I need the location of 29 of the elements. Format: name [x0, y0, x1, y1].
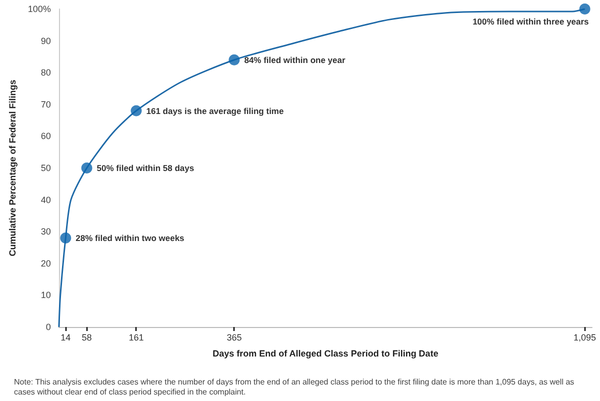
y-tick-label: 30	[40, 226, 51, 237]
point	[130, 105, 142, 116]
point	[60, 232, 72, 244]
annotation: 50% filed within 58 days	[96, 163, 194, 173]
annotation: 28% filed within two weeks	[76, 232, 185, 243]
annotation: 161 days is the average filing time	[146, 106, 284, 116]
point	[579, 4, 590, 14]
point	[81, 162, 92, 174]
y-tick-label: 50	[40, 163, 51, 173]
x-tick-label: 161	[128, 332, 144, 342]
y-axis-title: Cumulative Percentage of Federal Filings	[8, 80, 18, 256]
y-tick-label: 80	[40, 68, 51, 78]
x-tick-label: 58	[82, 332, 92, 342]
annotation: 84% filed within one year	[244, 54, 346, 65]
x-tick-label: 365	[226, 332, 242, 342]
y-tick-label: 0	[46, 322, 51, 332]
y-tick-label: 60	[40, 131, 51, 142]
y-tick-label: 20	[40, 258, 51, 268]
y-tick-label: 70	[40, 99, 51, 110]
x-axis-title: Days from End of Alleged Class Period to Filing Date	[212, 348, 438, 358]
y-tick-label: 100%	[28, 4, 51, 14]
x-tick-label: 14	[60, 332, 71, 342]
annotation: 100% filed within three years	[472, 16, 590, 26]
point	[228, 54, 240, 66]
y-tick-label: 90	[40, 36, 51, 46]
text: Note: This analysis excludes cases where the number of days from the end of an alleged class period to the first filing date is more than 1,095 days, as well as cases without clear end of class period specified in the complaint.	[14, 378, 576, 396]
y-tick-label: 40	[40, 194, 51, 205]
y-tick-label: 10	[40, 290, 51, 300]
x-tick-label: 1,095	[574, 332, 596, 342]
